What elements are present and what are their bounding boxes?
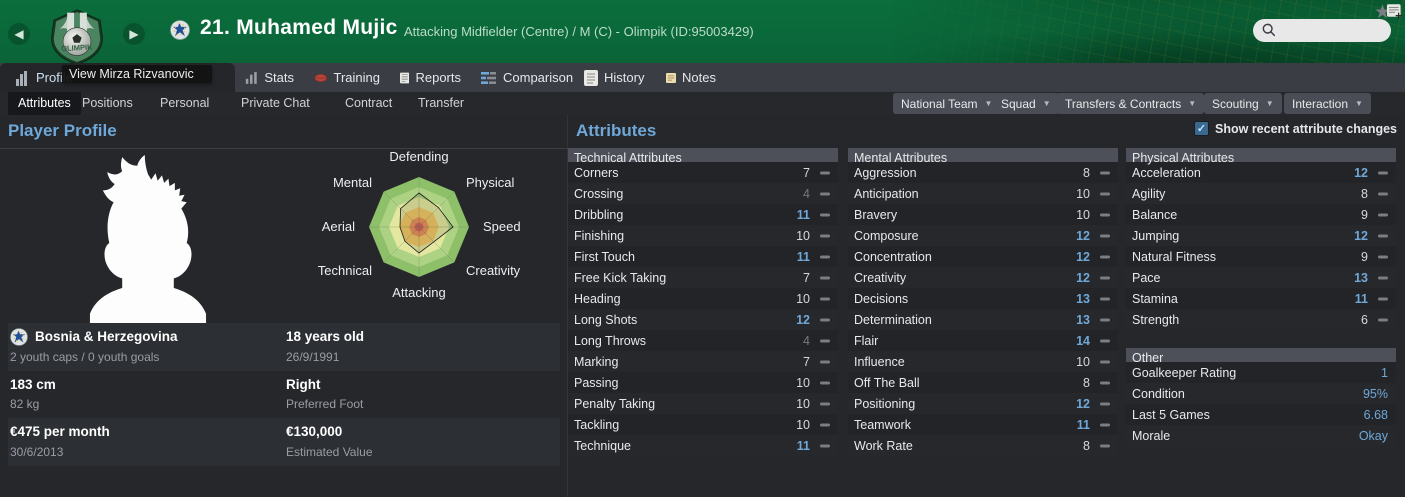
svg-text:OLIMPIK: OLIMPIK bbox=[61, 42, 93, 53]
